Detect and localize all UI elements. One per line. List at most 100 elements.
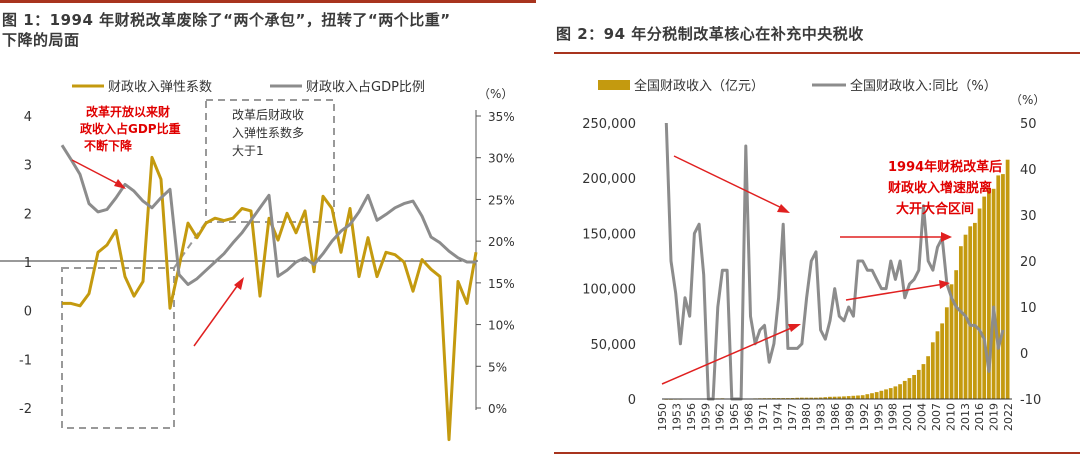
red-note2-line1: 1994年财税改革后: [888, 159, 1002, 175]
right-chart-panel: 图 2：94 年分税制改革核心在补充中央税收 全国财政收入（亿元） 全国财政收入…: [550, 0, 1080, 458]
revenue-bar: [907, 378, 912, 399]
year-tick-label: 1998: [887, 403, 900, 431]
revenue-bar: [930, 342, 935, 399]
revenue-tick-label: 50,000: [591, 338, 637, 353]
right-axis-unit: （%）: [478, 87, 513, 101]
revenue-bar: [1001, 174, 1005, 399]
yoy-y-axis-ticks: 50 40 30 20 10 0 -10: [1020, 117, 1041, 408]
y-left-tick-label: 2: [24, 207, 32, 222]
revenue-bar: [818, 397, 823, 399]
revenue-bar: [916, 369, 921, 399]
year-x-axis-ticks: 1950 1953 1956 1959 1962 1965 1968 1971 1974 1977…: [656, 403, 1015, 431]
y-left-tick-label: 4: [24, 110, 32, 125]
revenue-bar: [851, 395, 856, 399]
revenue-tick-label: 0: [628, 393, 636, 408]
yoy-tick-label: 0: [1020, 347, 1028, 362]
revenue-bar: [865, 394, 870, 399]
revenue-bar: [874, 392, 879, 399]
revenue-bar: [846, 396, 851, 399]
red-arrowhead-right-2: [788, 324, 801, 332]
revenue-bar: [991, 188, 996, 399]
y-right-tick-label: 10%: [488, 319, 515, 333]
revenue-tick-label: 100,000: [582, 283, 636, 298]
revenue-tick-label: 200,000: [582, 172, 636, 187]
year-tick-label: 1986: [829, 403, 842, 431]
year-tick-label: 2004: [916, 403, 929, 431]
elasticity-line: [62, 155, 478, 442]
year-tick-label: 2007: [930, 403, 943, 431]
box-note-line1: 改革后财政收: [232, 108, 304, 122]
revenue-bar: [837, 396, 842, 399]
revenue-bar: [996, 175, 1001, 399]
y-left-tick-label: -1: [19, 353, 32, 368]
year-tick-label: 1995: [872, 403, 885, 431]
left-red-annotation: 改革开放以来财 政收入占GDP比重 不断下降: [80, 104, 181, 153]
left-chart-panel: 图 1：1994 年财税改革废除了“两个承包”，扭转了“两个比重” 下降的局面 …: [0, 0, 536, 442]
red-note-line1: 改革开放以来财: [86, 104, 170, 119]
gdp-ratio-line: [60, 144, 476, 286]
revenue-bar: [884, 389, 888, 399]
left-chart-svg: 财政收入弹性系数 财政收入占GDP比例 （%） 4 3 2 1 0 -1 -2 35% 30%…: [0, 80, 515, 442]
revenue-y-axis-ticks: 250,000 200,000 150,000 100,000 50,000 0: [582, 117, 636, 408]
revenue-bar: [893, 386, 898, 399]
y-right-tick-label: 5%: [488, 360, 507, 374]
right-bottom-rule: [554, 452, 1080, 454]
yoy-tick-label: 20: [1020, 255, 1037, 270]
left-chart-title: 图 1：1994 年财税改革废除了“两个承包”，扭转了“两个比重” 下降的局面: [2, 10, 536, 50]
legend-label-revenue: 全国财政收入（亿元）: [634, 78, 764, 94]
y-left-tick-label: 1: [24, 256, 32, 271]
red-arrowhead-right-4: [939, 280, 950, 289]
revenue-bar: [842, 396, 846, 399]
y-left-tick-label: -2: [19, 402, 32, 417]
revenue-bar: [856, 395, 860, 399]
red-arrow-right-1: [673, 155, 787, 211]
legend-label-yoy: 全国财政收入:同比（%）: [850, 78, 997, 94]
year-tick-label: 1989: [843, 403, 856, 431]
year-tick-label: 1959: [699, 403, 712, 431]
revenue-bar: [968, 226, 973, 399]
year-tick-label: 1980: [800, 403, 813, 431]
revenue-tick-label: 250,000: [582, 117, 636, 132]
revenue-bar: [935, 331, 940, 399]
box-annotation: 改革后财政收 入弹性系数多 大于1: [232, 108, 304, 158]
legend-swatch-revenue: [598, 80, 630, 90]
revenue-bar: [804, 397, 809, 399]
year-tick-label: 1974: [771, 403, 784, 431]
left-title-line1: 图 1：1994 年财税改革废除了“两个承包”，扭转了“两个比重”: [2, 11, 451, 29]
year-tick-label: 2001: [901, 403, 914, 431]
red-arrowhead-right-3: [941, 232, 952, 242]
dashed-box-pre-reform: [61, 267, 175, 429]
revenue-bar: [926, 356, 931, 399]
red-note2-line2: 财政收入增速脱离: [888, 180, 992, 196]
year-tick-label: 2022: [1002, 403, 1015, 431]
right-chart-title: 图 2：94 年分税制改革核心在补充中央税收: [556, 25, 864, 43]
revenue-bar: [870, 393, 874, 399]
legend-label-gdp-ratio: 财政收入占GDP比例: [306, 80, 425, 95]
box-note-line2: 入弹性系数多: [232, 125, 304, 140]
yoy-tick-label: 50: [1020, 117, 1037, 132]
revenue-bar: [860, 395, 865, 399]
revenue-bar: [987, 188, 991, 399]
year-tick-label: 1968: [743, 403, 756, 431]
red-arrow-left-2: [193, 281, 241, 347]
revenue-bar: [954, 270, 959, 399]
red-note-line3: 不断下降: [84, 138, 133, 153]
revenue-bar: [977, 208, 982, 399]
revenue-bar: [832, 396, 837, 399]
year-tick-label: 2013: [959, 403, 972, 431]
y-right-tick-label: 25%: [488, 193, 515, 207]
y-right-tick-label: 20%: [488, 235, 515, 249]
revenue-bar: [972, 222, 977, 399]
legend-label-elasticity: 财政收入弹性系数: [108, 80, 212, 95]
red-arrow-right-2: [661, 325, 797, 385]
yoy-tick-label: 10: [1020, 301, 1037, 316]
revenue-bar: [958, 246, 963, 399]
red-arrowhead-left-2: [234, 277, 244, 290]
revenue-bar: [921, 364, 926, 399]
y-right-tick-label: 0%: [488, 402, 507, 416]
revenue-bar: [795, 397, 800, 399]
year-tick-label: 1950: [656, 403, 669, 431]
revenue-bar: [982, 196, 987, 399]
red-arrow-right-4: [845, 283, 945, 301]
revenue-bar: [809, 397, 814, 399]
